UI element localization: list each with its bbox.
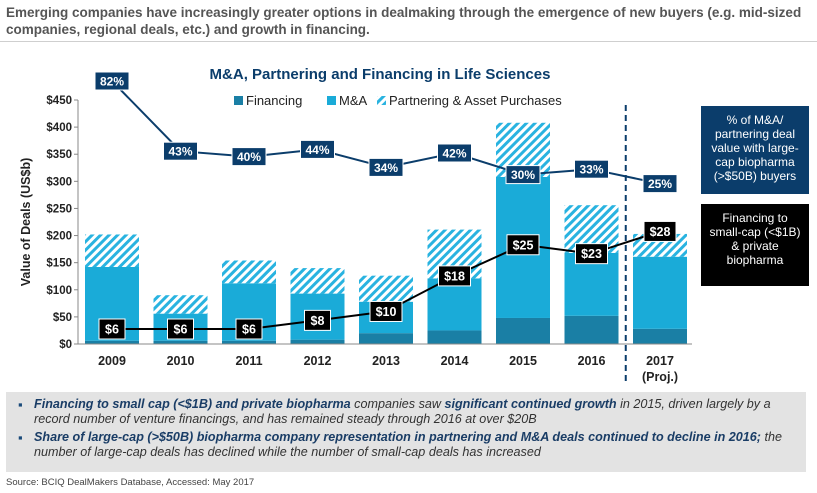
legend: Financing M&A Partnering & Asset Purchases [234,93,562,108]
pct-marker [574,159,609,179]
fin-marker [167,318,194,340]
fin-marker [575,243,608,265]
legend-swatch [327,96,336,105]
pct-data-label: 82% [100,75,124,89]
bar-financing [496,317,550,344]
y-tick-label: $250 [46,203,72,215]
y-axis-label: Value of Deals (US$b) [19,158,33,287]
fin-data-label: $6 [105,323,119,337]
bar-financing [427,330,482,344]
bar-financing [359,333,413,344]
legend-label: Partnering & Asset Purchases [389,93,562,108]
note-item: Financing to small cap (<$1B) and privat… [18,397,796,427]
bar-partnering [153,295,208,314]
y-tick-label: $200 [46,231,72,243]
x-tick-label: 2013 [372,354,400,368]
pct-data-label: 43% [168,145,192,159]
x-tick-label: 2011 [235,354,262,368]
x-tick-label: 2012 [304,354,332,368]
pct-data-label: 25% [648,177,672,191]
bar-partnering [359,275,413,302]
pct-marker [300,139,335,159]
y-tick-label: $350 [46,149,72,161]
source-note: Source: BCIQ DealMakers Database, Access… [6,477,255,488]
bar-partnering [85,234,139,268]
bar-financing [222,340,276,344]
pct-marker [231,147,267,167]
x-tick-label: 2016 [578,354,606,368]
fin-data-label: $6 [174,323,188,337]
fin-data-label: $18 [444,269,465,283]
notes-box: Financing to small cap (<$1B) and privat… [6,392,806,472]
legend-swatch [377,96,386,105]
y-tick-label: $100 [46,285,72,297]
callout-small-cap-financing: Financing to small-cap (<$1B) & private … [701,204,809,286]
fin-data-label: $28 [650,225,671,239]
pct-marker [163,141,198,161]
bar-financing [290,339,345,344]
headline: Emerging companies have increasingly gre… [6,5,802,37]
y-axis: $0 $50 $100 $150 $200 $250 $300 $350 $400 $450 [46,95,79,351]
fin-data-label: $10 [376,305,397,319]
pct-marker [505,165,541,185]
x-tick-label: 2017 [646,354,674,368]
fin-marker [438,265,471,287]
fin-marker [506,234,540,256]
fin-marker [98,318,126,340]
bar-partnering [290,268,345,294]
bar-ma [633,256,687,329]
y-tick-label: $400 [46,122,72,134]
fin-marker [643,220,677,242]
fin-data-label: $8 [311,314,325,328]
pct-data-label: 34% [374,161,398,175]
bar-financing [633,328,687,344]
bar-partnering [222,260,276,284]
y-tick-label: $450 [46,95,72,107]
legend-swatch [234,96,243,105]
bar-financing [153,340,208,344]
pct-marker [94,71,130,91]
fin-marker [235,318,263,340]
legend-label: M&A [339,93,368,108]
bar-financing [564,315,619,344]
x-tick-label: 2009 [98,354,126,368]
divider [0,41,817,42]
x-axis: 2009 2010 2011 2012 2013 2014 2015 2016 2017 (Pro… [78,105,692,385]
pct-data-label: 33% [579,163,603,177]
pct-data-label: 40% [237,150,261,164]
fin-data-label: $23 [581,247,602,261]
fin-data-label: $25 [513,238,534,252]
y-tick-label: $300 [46,176,72,188]
note-item: Share of large-cap (>$50B) biopharma com… [18,430,796,460]
deals-chart: M&A, Partnering and Financing in Life Sc… [19,66,692,385]
lines: 82% 43% 40% 44% 34% 42% 30% 33% 25% $6 $6 $6 $8 $10 $1… [94,71,678,340]
bar-ma [427,278,482,331]
fin-marker [304,309,331,331]
pct-marker [368,157,404,177]
y-tick-label: $0 [59,339,72,351]
fin-marker [369,300,403,322]
pct-data-label: 30% [511,168,535,182]
y-tick-label: $150 [46,258,72,270]
x-tick-label: 2014 [441,354,469,368]
chart-title: M&A, Partnering and Financing in Life Sc… [210,66,551,83]
bar-financing [85,340,139,344]
x-tick-label: 2015 [509,354,537,368]
x-tick-sublabel: (Proj.) [642,370,678,384]
legend-label: Financing [246,93,302,108]
pct-marker [642,174,678,194]
pct-data-label: 44% [305,143,329,157]
pct-data-label: 42% [442,147,466,161]
x-tick-label: 2010 [167,354,195,368]
callout-large-cap-share: % of M&A/ partnering deal value with lar… [701,106,809,194]
pct-marker [437,143,472,163]
y-tick-label: $50 [53,312,72,324]
fin-data-label: $6 [242,323,256,337]
